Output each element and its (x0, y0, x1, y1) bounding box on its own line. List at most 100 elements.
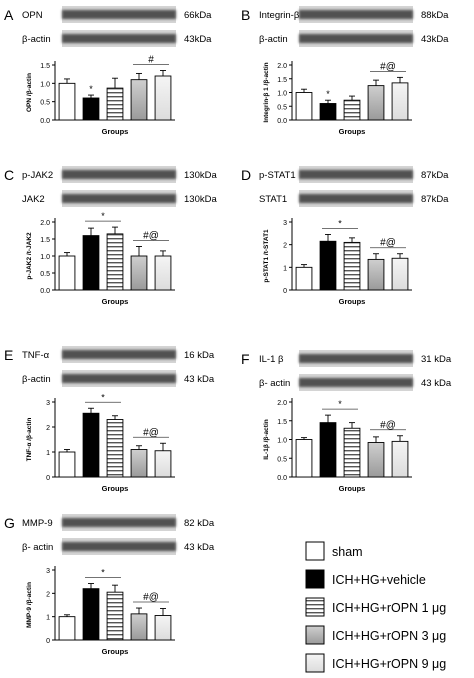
blot-kda: 43 kDa (184, 374, 215, 385)
blot-band (299, 10, 413, 19)
y-tick-label: 3 (46, 400, 50, 407)
x-axis-label: Groups (102, 647, 129, 656)
blot-label: p-STAT1 (259, 170, 296, 181)
significance-mark: * (89, 84, 93, 94)
blot-strip: p-JAK2 130kDa (22, 166, 217, 183)
significance-mark: #@ (143, 427, 159, 438)
blot-label: TNF-α (22, 350, 50, 361)
bar (367, 258, 385, 291)
y-tick-label: 1 (283, 265, 287, 272)
legend-swatch (305, 569, 325, 589)
y-tick-label: 0.0 (40, 288, 50, 295)
blot-band (62, 350, 176, 359)
legend-swatch (305, 541, 325, 561)
blot-strip: Integrin-β1 88kDa (259, 6, 449, 23)
blot-label: JAK2 (22, 194, 45, 205)
bar-plot: 0.0 0.5 1.0 1.5 OPN /β-actin * # Groups (26, 55, 175, 136)
panel-e: E TNF-α 16 kDa β-actin 43 kDa 0 1 2 3 TNF-α /β-ac… (4, 346, 215, 493)
blot-kda: 43kDa (184, 34, 212, 45)
bar (343, 99, 361, 121)
bar (391, 82, 409, 121)
bar (58, 451, 76, 478)
y-tick-label: 0.5 (277, 104, 287, 111)
panel-letter: G (4, 515, 15, 531)
y-tick-label: 1 (46, 615, 50, 622)
bar (319, 422, 337, 478)
bar (391, 440, 409, 478)
blot-strip: MMP-9 82 kDa (22, 514, 215, 531)
blot-kda: 43kDa (421, 34, 449, 45)
y-tick-label: 2.0 (277, 400, 287, 407)
blot-kda: 66kDa (184, 10, 212, 21)
bar (295, 92, 313, 121)
y-tick-label: 2 (46, 591, 50, 598)
bar (295, 439, 313, 478)
legend-label: ICH+HG+vehicle (332, 573, 426, 587)
bar-plot: 0.0 0.5 1.0 1.5 2.0 p-JAK2 /t-JAK2 * #@ Groups (26, 211, 175, 306)
bar-plot: 0 1 2 3 MMP-9 /β-actin * #@ Groups (26, 566, 175, 656)
bar (82, 412, 100, 478)
x-axis-label: Groups (339, 297, 366, 306)
panel-letter: D (241, 167, 251, 183)
legend-swatch (305, 625, 325, 645)
bar (319, 103, 337, 121)
bar (58, 255, 76, 291)
bar (82, 588, 100, 641)
y-tick-label: 2.0 (40, 220, 50, 227)
blot-kda: 130kDa (184, 194, 217, 205)
blot-strip: STAT1 87kDa (259, 190, 449, 207)
blot-strip: β- actin 43 kDa (22, 538, 215, 555)
blot-strip: β- actin 43 kDa (259, 374, 452, 391)
x-axis-label: Groups (102, 127, 129, 136)
legend-swatch (305, 653, 325, 673)
y-tick-label: 2 (46, 425, 50, 432)
legend-label: ICH+HG+rOPN 9 μg (332, 657, 446, 671)
blot-strip: JAK2 130kDa (22, 190, 217, 207)
legend-label: ICH+HG+rOPN 3 μg (332, 629, 446, 643)
y-tick-label: 0.0 (277, 475, 287, 482)
blot-strip: β-actin 43kDa (259, 30, 449, 47)
bar (367, 85, 385, 121)
blot-kda: 43 kDa (421, 378, 452, 389)
y-tick-label: 1.5 (40, 237, 50, 244)
panel-letter: C (4, 167, 14, 183)
blot-label: β- actin (22, 542, 53, 553)
bar (82, 235, 100, 291)
legend-item: ICH+HG+rOPN 1 μg (305, 597, 446, 617)
bar (130, 613, 148, 641)
blot-band (299, 378, 413, 387)
legend: sham ICH+HG+vehicle ICH+HG+rOPN 1 μg ICH+HG… (305, 541, 446, 673)
significance-mark: #@ (380, 238, 396, 249)
blot-strip: OPN 66kDa (22, 6, 212, 23)
bar (319, 240, 337, 291)
significance-mark: #@ (380, 420, 396, 431)
blot-strip: IL-1 β 31 kDa (259, 350, 452, 367)
y-tick-label: 2.0 (277, 63, 287, 70)
bar (295, 266, 313, 291)
panel-a: A OPN 66kDa β-actin 43kDa 0.0 0.5 1.0 1.5 OPN /β-… (4, 6, 212, 136)
bar (58, 82, 76, 121)
blot-band (62, 542, 176, 551)
blot-strip: p-STAT1 87kDa (259, 166, 449, 183)
legend-item: sham (305, 541, 363, 561)
bar (154, 75, 172, 121)
bar-plot: 0 1 2 3 p-STAT1 /t-STAT1 * #@ Groups (263, 218, 412, 306)
y-tick-label: 1.5 (277, 77, 287, 84)
blot-band (62, 170, 176, 179)
bar (58, 616, 76, 641)
y-tick-label: 1.5 (40, 63, 50, 70)
bar (130, 79, 148, 121)
y-axis-label: TNF-α /β-actin (26, 418, 33, 462)
blot-kda: 31 kDa (421, 354, 452, 365)
significance-mark: * (338, 218, 342, 228)
blot-band (299, 170, 413, 179)
y-axis-label: p-STAT1 /t-STAT1 (263, 229, 270, 283)
x-axis-label: Groups (102, 297, 129, 306)
blot-band (62, 194, 176, 203)
bar (367, 442, 385, 478)
bar (106, 87, 124, 121)
panel-letter: E (4, 347, 13, 363)
blot-kda: 130kDa (184, 170, 217, 181)
blot-strip: TNF-α 16 kDa (22, 346, 215, 363)
significance-mark: #@ (143, 230, 159, 241)
